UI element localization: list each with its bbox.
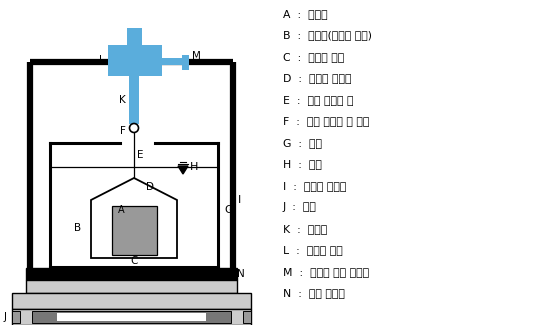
Bar	[112, 206, 157, 255]
Text: G: G	[224, 205, 233, 215]
Text: I: I	[238, 195, 241, 205]
Bar	[12, 293, 251, 309]
Text: F: F	[120, 126, 126, 136]
Text: D: D	[146, 182, 154, 192]
Polygon shape	[178, 166, 188, 174]
Text: L: L	[99, 55, 105, 65]
Text: J  :  저울: J : 저울	[283, 202, 317, 213]
Bar	[12, 311, 20, 323]
Text: K  :  스크류: K : 스크류	[283, 224, 327, 234]
Text: D  :  바구니 손잡이: D : 바구니 손잡이	[283, 73, 352, 84]
Bar	[243, 311, 251, 323]
Bar	[26, 280, 237, 293]
Text: B  :  바구니(다공질 용기): B : 바구니(다공질 용기)	[283, 31, 372, 41]
Text: A  :  시험편: A : 시험편	[283, 9, 328, 19]
Text: K: K	[119, 95, 126, 105]
Text: E: E	[137, 150, 143, 160]
Bar	[57, 313, 206, 321]
Text: E  :  가는 황동선 줄: E : 가는 황동선 줄	[283, 95, 353, 105]
Text: C  :  바구니 밑면: C : 바구니 밑면	[283, 52, 344, 62]
Text: M  :  스크류 조정 손잡이: M : 스크류 조정 손잡이	[283, 267, 369, 277]
Bar	[26, 268, 237, 280]
Text: F  :  가는 황동선 줄 고리: F : 가는 황동선 줄 고리	[283, 116, 370, 126]
Text: G  :  수조: G : 수조	[283, 138, 322, 148]
Text: N  :  수조 받침대: N : 수조 받침대	[283, 289, 345, 298]
Bar	[162, 58, 184, 65]
Bar	[108, 45, 162, 76]
Bar	[182, 55, 189, 70]
Text: N: N	[237, 269, 245, 279]
Text: L  :  스크류 몸체: L : 스크류 몸체	[283, 245, 343, 255]
Text: M: M	[192, 51, 201, 61]
Text: A: A	[118, 205, 124, 215]
Text: H  :  수면: H : 수면	[283, 160, 322, 170]
Bar	[129, 76, 139, 124]
Bar	[32, 311, 231, 323]
Text: B: B	[74, 223, 81, 233]
Bar	[127, 28, 142, 45]
Text: J: J	[4, 312, 7, 322]
Bar	[12, 309, 251, 325]
Text: C: C	[130, 256, 138, 266]
Polygon shape	[91, 178, 177, 258]
Text: I  :  스크류 지지대: I : 스크류 지지대	[283, 181, 346, 191]
Text: H: H	[190, 162, 199, 172]
Circle shape	[129, 124, 138, 133]
